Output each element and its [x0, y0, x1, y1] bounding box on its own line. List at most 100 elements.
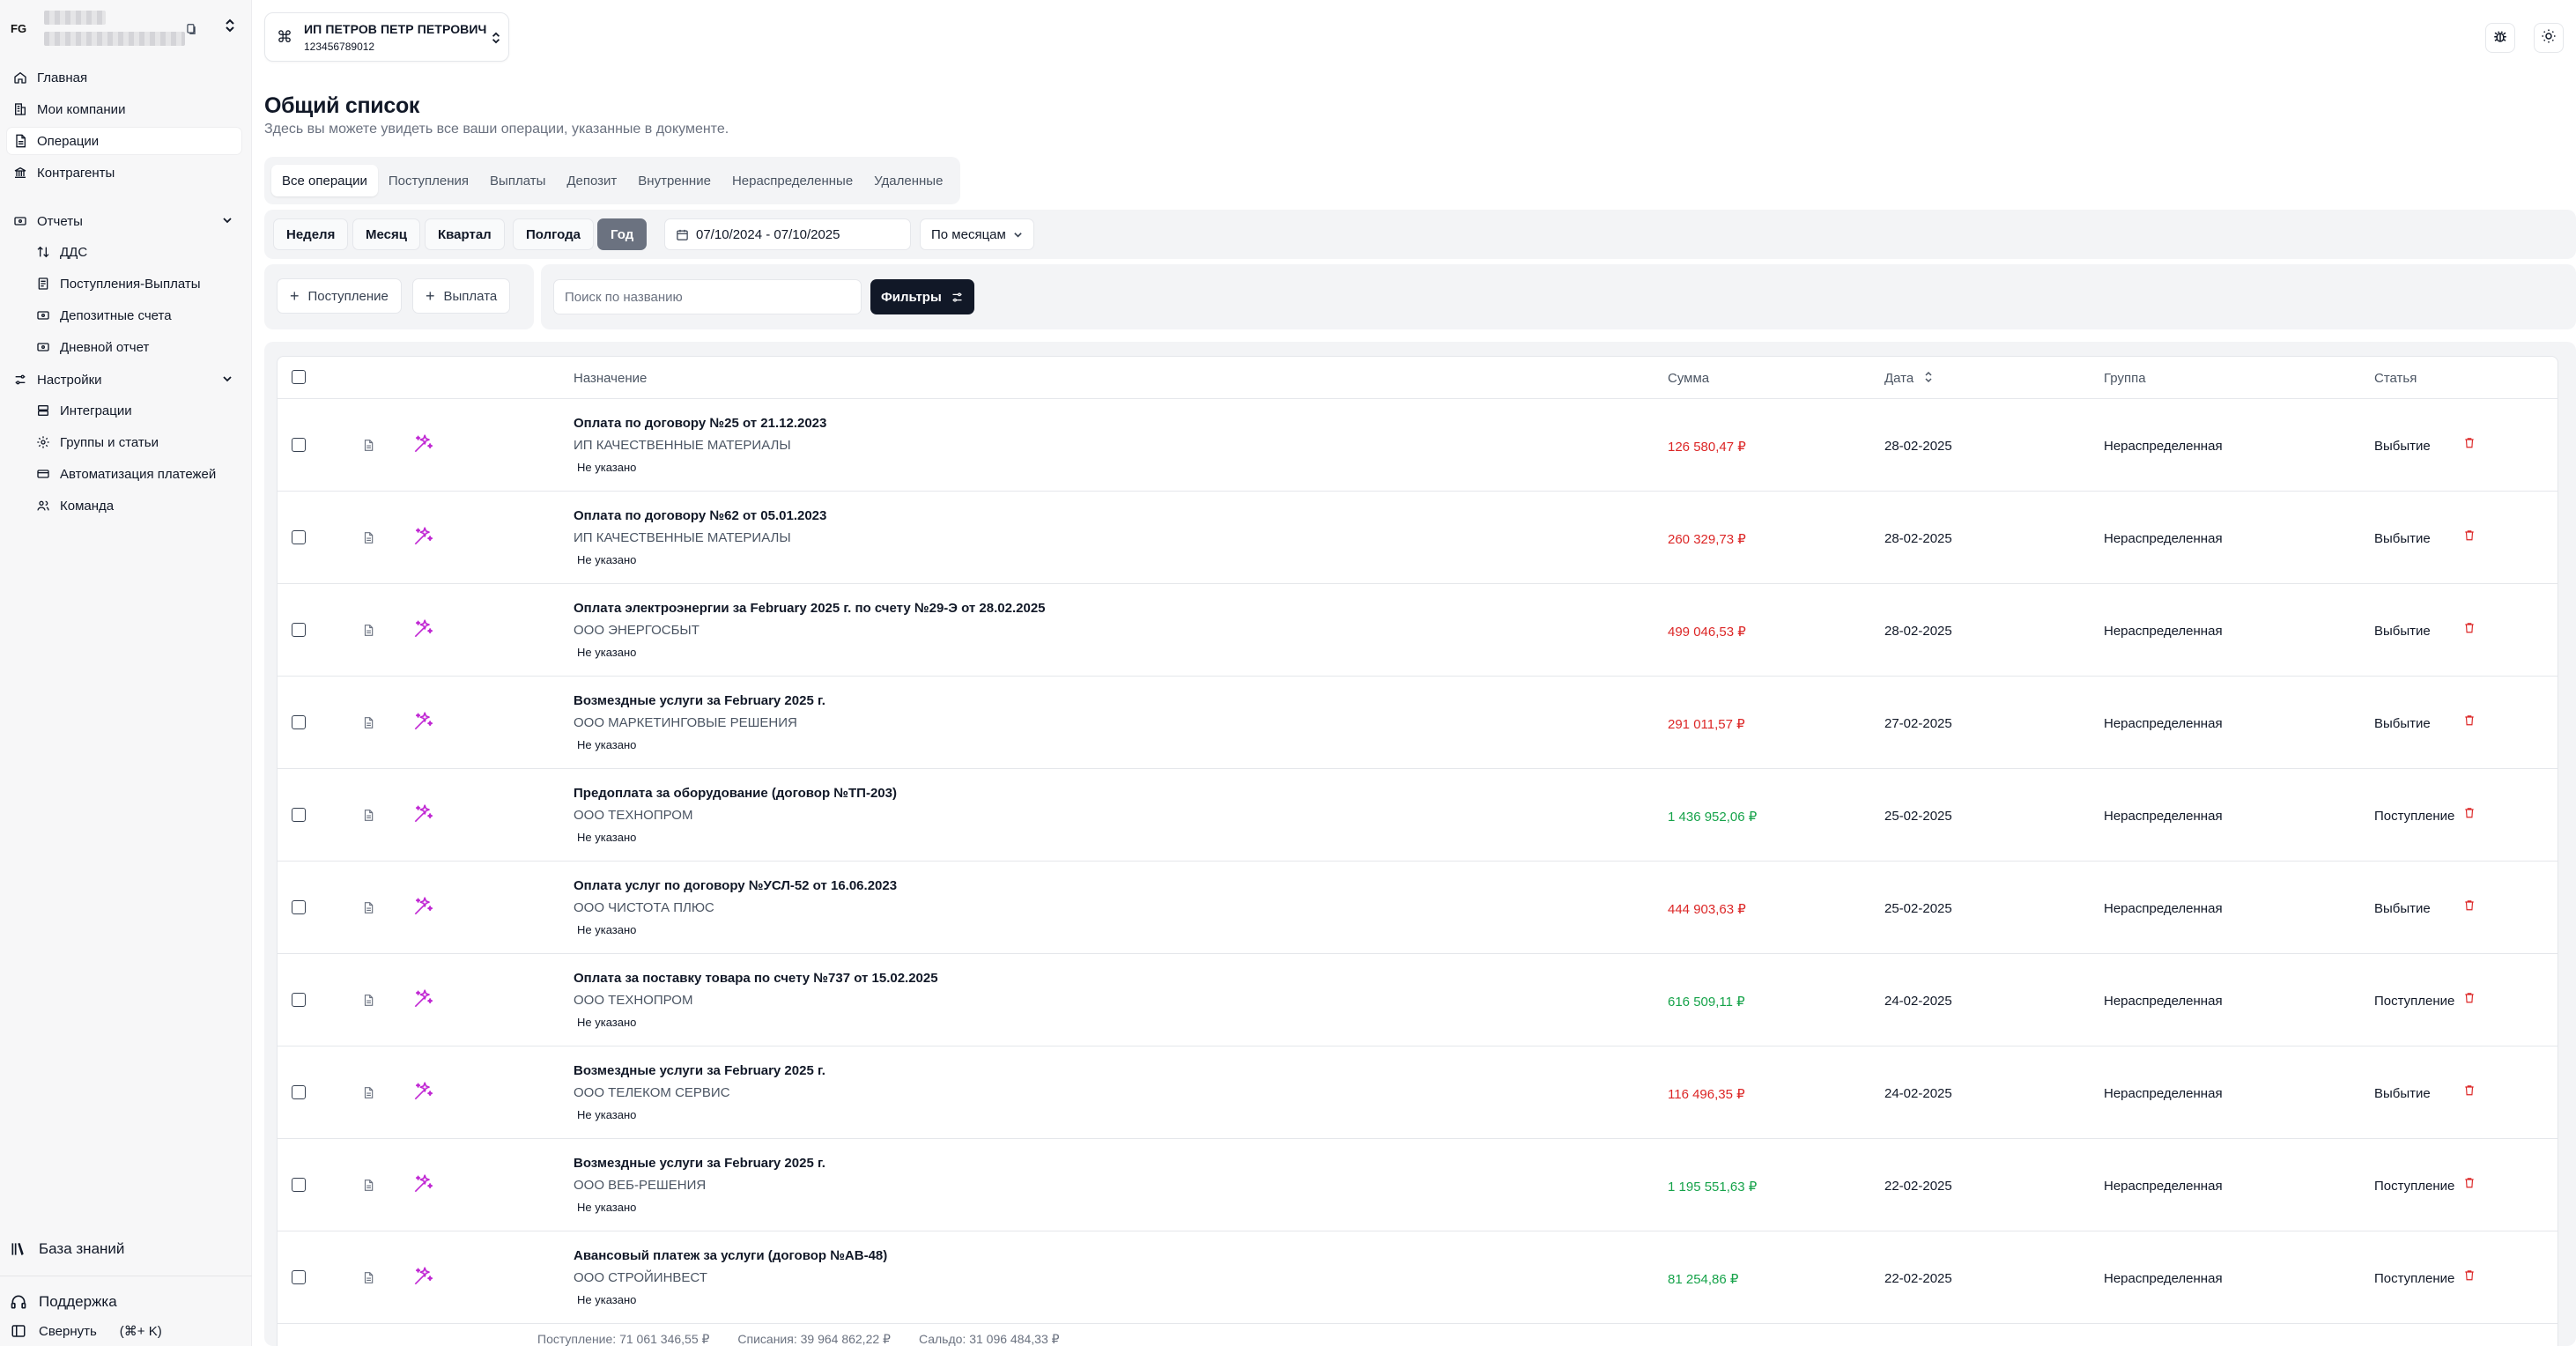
ai-sparkle-icon[interactable]	[411, 895, 434, 921]
trash-icon[interactable]	[2463, 1083, 2476, 1100]
sidebar-item-counterparties[interactable]: Контрагенты	[7, 159, 241, 186]
search-input[interactable]	[553, 279, 862, 314]
trash-icon[interactable]	[2463, 899, 2476, 915]
ai-sparkle-icon[interactable]	[411, 618, 434, 644]
trash-icon[interactable]	[2463, 714, 2476, 730]
sidebar-item-income-payments[interactable]: Поступления-Выплаты	[7, 270, 241, 297]
trash-icon[interactable]	[2463, 991, 2476, 1008]
document-icon[interactable]	[362, 901, 374, 918]
row-checkbox[interactable]	[292, 1085, 306, 1099]
chevron-updown-icon[interactable]	[224, 18, 236, 37]
tab-internal[interactable]: Внутренние	[638, 173, 711, 189]
row-status-badge: Не указано	[577, 1108, 637, 1121]
document-icon[interactable]	[362, 1179, 374, 1195]
tab-deposit[interactable]: Депозит	[566, 173, 618, 189]
row-checkbox[interactable]	[292, 808, 306, 822]
copy-icon[interactable]	[185, 23, 197, 39]
period-halfyear-button[interactable]: Полгода	[513, 218, 594, 250]
trash-icon[interactable]	[2463, 529, 2476, 545]
document-icon[interactable]	[362, 994, 374, 1010]
trash-icon[interactable]	[2463, 621, 2476, 638]
period-year-button[interactable]: Год	[597, 218, 648, 250]
row-checkbox[interactable]	[292, 623, 306, 637]
ai-sparkle-icon[interactable]	[411, 525, 434, 551]
table-row[interactable]: Предоплата за оборудование (договор №ТП-…	[278, 769, 2557, 862]
row-checkbox[interactable]	[292, 530, 306, 544]
table-row[interactable]: Оплата по договору №25 от 21.12.2023 ИП К…	[278, 399, 2557, 492]
ai-sparkle-icon[interactable]	[411, 1080, 434, 1106]
sidebar-item-integrations[interactable]: Интеграции	[7, 397, 241, 424]
table-row[interactable]: Оплата за поставку товара по счету №737 …	[278, 954, 2557, 1046]
sidebar-item-daily-report[interactable]: Дневной отчет	[7, 334, 241, 360]
period-quarter-button[interactable]: Квартал	[425, 218, 505, 250]
document-icon[interactable]	[362, 1271, 374, 1288]
document-icon[interactable]	[362, 439, 374, 455]
tab-all[interactable]: Все операции	[271, 165, 378, 196]
grouping-select[interactable]: По месяцам	[920, 218, 1034, 250]
date-range-picker[interactable]: 07/10/2024 - 07/10/2025	[664, 218, 911, 250]
tab-payments[interactable]: Выплаты	[490, 173, 546, 189]
knowledge-base-link[interactable]: База знаний	[7, 1240, 124, 1258]
sidebar-group-settings[interactable]: Настройки	[7, 366, 241, 393]
row-checkbox[interactable]	[292, 1270, 306, 1284]
ai-sparkle-icon[interactable]	[411, 433, 434, 459]
table-row[interactable]: Возмездные услуги за February 2025 г. ООО…	[278, 1139, 2557, 1231]
sidebar-item-groups-articles[interactable]: Группы и статьи	[7, 429, 241, 455]
row-checkbox[interactable]	[292, 993, 306, 1007]
support-link[interactable]: Поддержка	[7, 1293, 117, 1311]
table-row[interactable]: Возмездные услуги за February 2025 г. ООО…	[278, 1046, 2557, 1139]
row-checkbox[interactable]	[292, 438, 306, 452]
document-icon[interactable]	[362, 531, 374, 548]
row-checkbox[interactable]	[292, 1178, 306, 1192]
ai-sparkle-icon[interactable]	[411, 710, 434, 736]
row-checkbox[interactable]	[292, 900, 306, 914]
table-row[interactable]: Авансовый платеж за услуги (договор №АВ-…	[278, 1231, 2557, 1324]
user-switcher[interactable]: FG	[7, 5, 247, 51]
sidebar-item-deposit-accounts[interactable]: Депозитные счета	[7, 302, 241, 329]
document-icon[interactable]	[362, 1086, 374, 1103]
header-sum[interactable]: Сумма	[1668, 371, 1710, 386]
tab-unallocated[interactable]: Нераспределенные	[731, 173, 854, 189]
sidebar-item-operations[interactable]: Операции	[7, 128, 241, 154]
tab-income[interactable]: Поступления	[388, 173, 470, 189]
chevron-down-icon[interactable]	[222, 214, 233, 229]
table-row[interactable]: Возмездные услуги за February 2025 г. ООО…	[278, 677, 2557, 769]
trash-icon[interactable]	[2463, 806, 2476, 823]
sidebar-item-label: Автоматизация платежей	[60, 466, 217, 482]
sidebar-item-companies[interactable]: Мои компании	[7, 96, 241, 122]
tab-deleted[interactable]: Удаленные	[874, 173, 944, 189]
sidebar-group-reports[interactable]: Отчеты	[7, 208, 241, 234]
ai-sparkle-icon[interactable]	[411, 1265, 434, 1291]
ai-sparkle-icon[interactable]	[411, 802, 434, 829]
document-icon[interactable]	[362, 716, 374, 733]
period-week-button[interactable]: Неделя	[273, 218, 349, 250]
row-checkbox[interactable]	[292, 715, 306, 729]
document-icon[interactable]	[362, 809, 374, 825]
trash-icon[interactable]	[2463, 1176, 2476, 1193]
table-row[interactable]: Оплата по договору №62 от 05.01.2023 ИП К…	[278, 492, 2557, 584]
table-row[interactable]: Оплата электроэнергии за February 2025 г…	[278, 584, 2557, 677]
filters-button[interactable]: Фильтры	[870, 279, 974, 314]
document-icon[interactable]	[362, 624, 374, 640]
add-payment-button[interactable]: + Выплата	[412, 278, 511, 314]
add-income-button[interactable]: + Поступление	[277, 278, 402, 314]
sidebar-item-home[interactable]: Главная	[7, 64, 241, 91]
company-switcher[interactable]: ⌘ ИП ПЕТРОВ ПЕТР ПЕТРОВИЧ 123456789012	[264, 12, 509, 62]
select-all-checkbox[interactable]	[292, 370, 306, 384]
ai-sparkle-icon[interactable]	[411, 987, 434, 1014]
ai-sparkle-icon[interactable]	[411, 1172, 434, 1199]
collapse-sidebar-button[interactable]: Свернуть (⌘+ K)	[7, 1323, 162, 1339]
trash-icon[interactable]	[2463, 1268, 2476, 1285]
bug-report-button[interactable]	[2485, 23, 2515, 53]
chevron-down-icon[interactable]	[222, 373, 233, 388]
header-date[interactable]: Дата	[1884, 371, 1933, 387]
trash-icon[interactable]	[2463, 436, 2476, 453]
period-month-button[interactable]: Месяц	[352, 218, 420, 250]
theme-toggle-button[interactable]	[2534, 23, 2564, 53]
sidebar-group-label: Настройки	[37, 372, 102, 388]
sidebar-item-team[interactable]: Команда	[7, 492, 241, 519]
sidebar-item-payment-automation[interactable]: Автоматизация платежей	[7, 461, 241, 487]
table-row[interactable]: Оплата услуг по договору №УСЛ-52 от 16.0…	[278, 862, 2557, 954]
row-purpose: Предоплата за оборудование (договор №ТП-…	[574, 786, 897, 801]
sidebar-item-dds[interactable]: ДДС	[7, 239, 241, 265]
